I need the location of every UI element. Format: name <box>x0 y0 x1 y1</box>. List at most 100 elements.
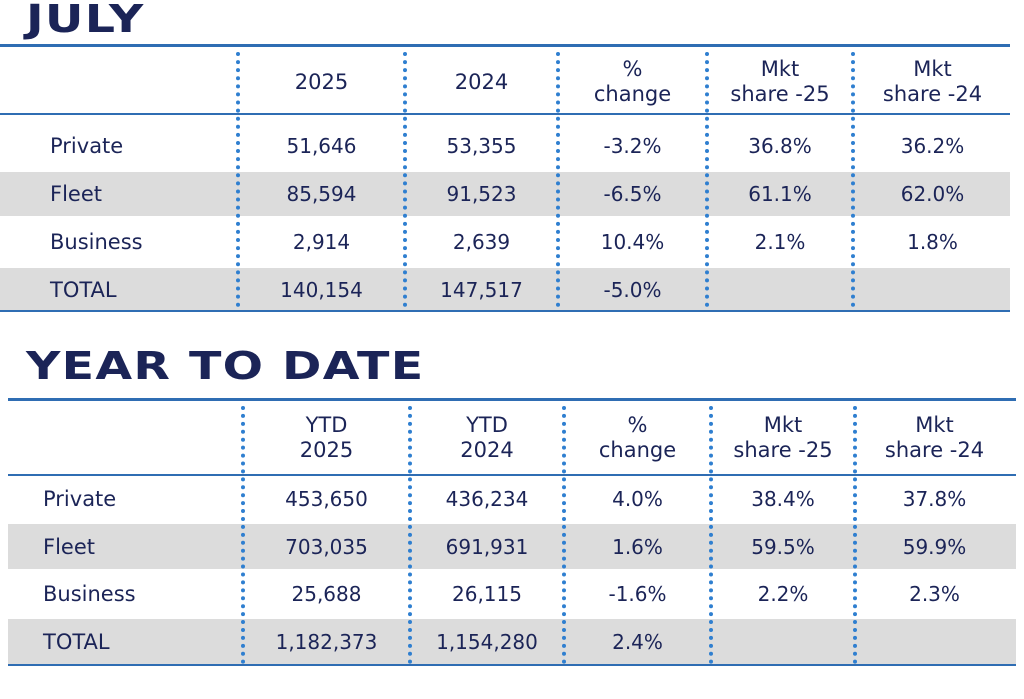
table-cell: 1.8% <box>907 230 958 254</box>
column-header: YTD 2024 <box>412 408 562 468</box>
column-divider <box>241 406 245 664</box>
column-header-text: YTD 2024 <box>460 413 513 463</box>
table-cell: -3.2% <box>603 134 662 158</box>
column-header-line: share -24 <box>882 82 983 106</box>
table-cell: 61.1% <box>748 182 812 206</box>
column-header-text: YTD 2025 <box>300 413 353 463</box>
column-header: Mkt share -25 <box>709 52 851 112</box>
row-label: Business <box>43 581 136 606</box>
row-label: Fleet <box>50 182 102 206</box>
column-header-text: 2025 <box>295 70 348 95</box>
ytd-title: YEAR TO DATE <box>26 344 425 388</box>
column-header: Mkt share -24 <box>857 408 1012 468</box>
table-cell: 2,914 <box>292 230 351 254</box>
table-cell: 91,523 <box>446 182 517 206</box>
table-cell: -1.6% <box>608 581 667 606</box>
table-cell: 436,234 <box>445 486 529 511</box>
table-rule <box>8 664 1016 666</box>
row-label: TOTAL <box>50 278 117 302</box>
table-rule <box>0 113 1010 115</box>
column-divider <box>562 406 566 664</box>
table-cell: 4.0% <box>612 486 663 511</box>
column-header-line: 2025 <box>294 69 349 94</box>
table-cell: 85,594 <box>286 182 357 206</box>
column-header: % change <box>566 408 709 468</box>
table-cell: 59.9% <box>902 534 967 559</box>
column-header-line: Mkt <box>915 413 954 437</box>
column-header: Mkt share -24 <box>855 52 1010 112</box>
table-cell: 140,154 <box>280 278 363 302</box>
table-cell: -6.5% <box>603 182 662 206</box>
column-header-line: % <box>622 57 643 81</box>
row-shading <box>0 268 1010 312</box>
table-cell: 2.4% <box>612 629 663 654</box>
column-header-line: Mkt <box>913 57 952 81</box>
table-cell: 37.8% <box>902 486 967 511</box>
table-cell <box>713 619 853 664</box>
table-cell: 2.1% <box>754 230 806 254</box>
table-cell: 26,115 <box>452 581 522 606</box>
table-cell: 453,650 <box>285 486 368 511</box>
table-cell: 62.0% <box>900 182 965 206</box>
row-label: Business <box>50 230 143 254</box>
table-cell: 51,646 <box>286 134 357 158</box>
table-cell: 1,182,373 <box>275 629 378 654</box>
column-divider <box>236 52 240 307</box>
table-cell <box>857 619 1012 664</box>
column-header-line: % <box>627 413 648 437</box>
column-header-text: Mkt share -24 <box>883 57 982 107</box>
column-header-text: Mkt share -25 <box>730 57 829 107</box>
table-cell <box>709 268 851 312</box>
table-cell: 1.6% <box>612 534 663 559</box>
column-divider <box>556 52 560 307</box>
row-label: Private <box>43 486 117 511</box>
table-cell: 36.2% <box>900 134 965 158</box>
table-cell: 36.8% <box>748 134 812 158</box>
row-label: Private <box>50 134 124 158</box>
table-cell: 59.5% <box>751 534 815 559</box>
table-cell: -5.0% <box>603 278 662 302</box>
table-cell: 53,355 <box>446 134 517 158</box>
column-divider <box>408 406 412 664</box>
column-header-line: 2024 <box>460 438 514 462</box>
ytd-table: YTD 2025 YTD 2024% change Mkt share -25 Mkt shar… <box>8 398 1016 668</box>
table-cell: 2,639 <box>452 230 511 254</box>
column-header-line: Mkt <box>763 413 803 437</box>
table-rule <box>0 310 1010 312</box>
table-cell: 2.3% <box>909 581 960 606</box>
column-header-line: Mkt <box>760 57 800 81</box>
column-header: % change <box>560 52 705 112</box>
july-table: 2025 2024% change Mkt share -25 Mkt share -24 P… <box>0 44 1010 312</box>
row-label: TOTAL <box>43 629 110 654</box>
column-header-line: 2024 <box>454 69 509 94</box>
column-header-line: change <box>598 438 677 462</box>
table-cell: 2.2% <box>757 581 809 606</box>
row-label: Fleet <box>43 534 95 559</box>
column-divider <box>705 52 709 307</box>
column-header-text: % change <box>594 57 671 107</box>
column-header-line: share -24 <box>884 438 985 462</box>
column-header-text: 2024 <box>455 70 508 95</box>
table-cell: 1,154,280 <box>436 629 538 654</box>
column-divider <box>851 52 855 307</box>
column-header-line: share -25 <box>730 82 830 106</box>
table-rule <box>0 44 1010 47</box>
row-shading <box>0 172 1010 216</box>
column-header-text: % change <box>599 413 676 463</box>
column-header: YTD 2025 <box>245 408 408 468</box>
column-divider <box>853 406 857 664</box>
july-title: JULY <box>26 0 145 41</box>
column-header-line: YTD <box>466 413 508 437</box>
column-header-line: YTD <box>305 413 348 437</box>
table-cell <box>855 268 1010 312</box>
column-header: 2024 <box>407 52 556 112</box>
row-shading <box>8 619 1016 664</box>
column-header: 2025 <box>240 52 403 112</box>
table-rule <box>8 474 1016 476</box>
table-cell: 703,035 <box>285 534 368 559</box>
table-cell: 147,517 <box>440 278 523 302</box>
column-divider <box>403 52 407 307</box>
table-cell: 10.4% <box>600 230 665 254</box>
table-cell: 691,931 <box>445 534 529 559</box>
table-cell: 38.4% <box>751 486 815 511</box>
